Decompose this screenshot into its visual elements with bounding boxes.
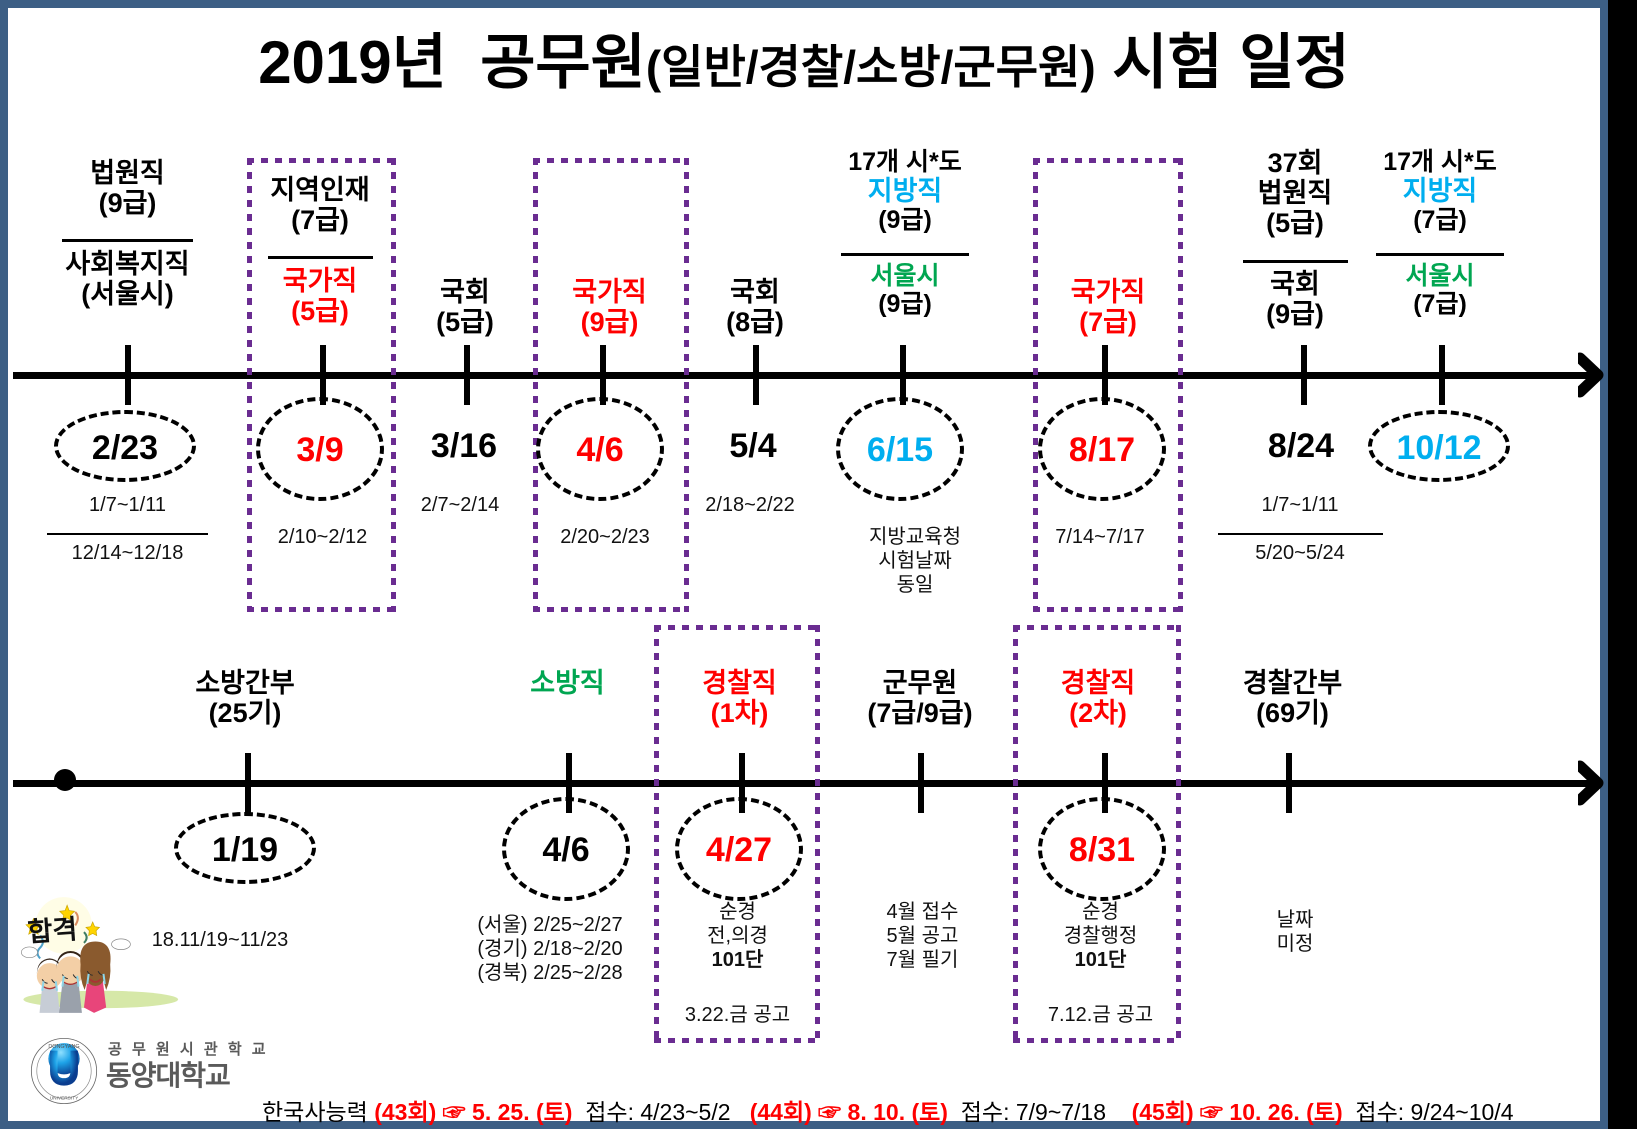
svg-text:DONGYANG: DONGYANG — [48, 1044, 79, 1050]
svg-text:UNIVERSITY: UNIVERSITY — [50, 1096, 79, 1102]
svg-text:합격: 합격 — [27, 914, 78, 947]
